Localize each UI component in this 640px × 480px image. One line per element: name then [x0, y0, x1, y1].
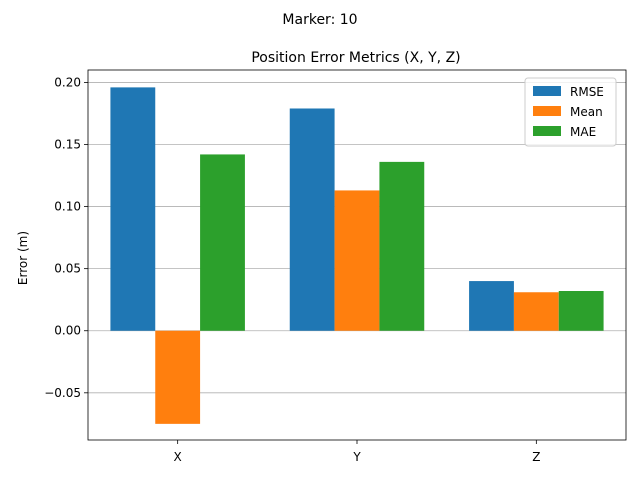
bar-rmse-z [469, 281, 514, 331]
y-tick-label: 0.15 [54, 137, 81, 151]
y-tick-label: 0.00 [54, 324, 81, 338]
bar-mean-y [334, 190, 380, 331]
figure-suptitle: Marker: 10 [282, 12, 357, 28]
axes: −0.05 0.00 0.05 0.10 0.15 0.20 X Y Z [44, 69, 627, 464]
y-tick-label: −0.05 [44, 386, 81, 400]
legend-swatch-mae [533, 126, 561, 136]
legend: RMSE Mean MAE [524, 77, 617, 147]
x-tick-label: Z [532, 450, 540, 464]
bar-mae-z [558, 291, 604, 331]
bar-mean-z [513, 292, 559, 331]
legend-label-rmse: RMSE [570, 85, 604, 99]
y-tick-label: 0.20 [54, 75, 81, 89]
x-tick-label: Y [352, 450, 361, 464]
bar-mean-x [155, 330, 201, 424]
legend-label-mae: MAE [570, 125, 596, 139]
bar-rmse-x [110, 87, 156, 331]
bar-mae-y [379, 161, 425, 331]
x-tick-label: X [174, 450, 182, 464]
legend-swatch-mean [533, 106, 561, 116]
bar-mae-x [200, 154, 245, 331]
bar-rmse-y [289, 108, 335, 331]
chart-title: Position Error Metrics (X, Y, Z) [251, 50, 460, 66]
y-axis-label: Error (m) [16, 231, 30, 285]
bars [110, 87, 604, 424]
y-tick-label: 0.10 [54, 200, 81, 214]
plot-frame [87, 69, 627, 441]
legend-label-mean: Mean [570, 105, 603, 119]
y-tick-label: 0.05 [54, 262, 81, 276]
legend-swatch-rmse [533, 86, 561, 96]
